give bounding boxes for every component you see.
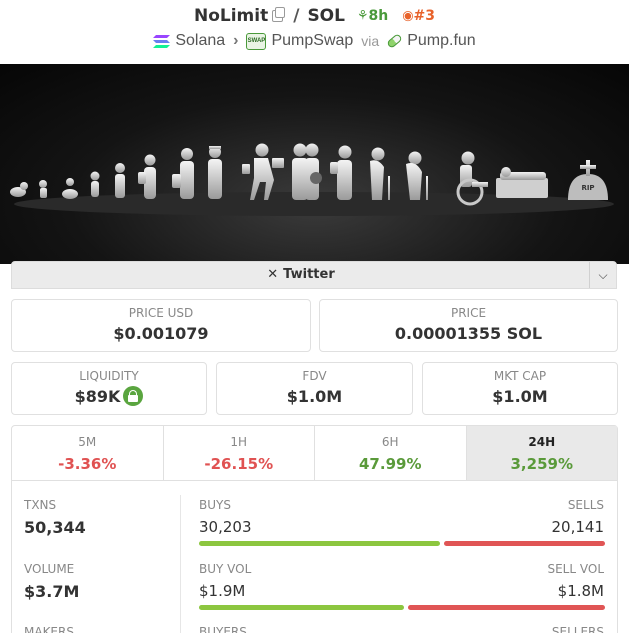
title-row: NoLimit / SOL ⚘8h ◉#3 — [0, 6, 629, 26]
chevron-down-icon[interactable]: ⌵ — [589, 262, 616, 288]
solana-icon — [153, 34, 171, 48]
chevron-right-icon: › — [233, 32, 239, 49]
pair-separator: / — [293, 6, 300, 26]
stats-divider — [180, 495, 181, 633]
price-usd-value: $0.001079 — [113, 324, 209, 343]
timeframe-tabs: 5M -3.36% 1H -26.15% 6H 47.99% 24H 3,259… — [11, 425, 618, 481]
pill-icon — [386, 33, 404, 49]
launchpad-link[interactable]: Pump.fun — [407, 32, 476, 49]
evolution-of-man-artwork: RIP — [10, 143, 614, 216]
sells-bar — [444, 541, 605, 546]
sellers-label: SELLERS — [551, 625, 604, 633]
tombstone-rip-text: RIP — [581, 184, 594, 192]
tab-6h[interactable]: 6H 47.99% — [315, 426, 467, 480]
makers-label: MAKERS — [24, 625, 74, 633]
tab-5m[interactable]: 5M -3.36% — [12, 426, 164, 480]
dex-link[interactable]: PumpSwap — [271, 32, 354, 49]
price-native-label: PRICE — [450, 306, 487, 320]
tab-5m-label: 5M — [78, 435, 97, 449]
price-native-value: 0.00001355 SOL — [394, 324, 543, 343]
buyers-label: BUYERS — [199, 625, 247, 633]
social-links-bar: ✕ Twitter ⌵ — [11, 261, 617, 289]
price-native-box: PRICE 0.00001355 SOL — [319, 299, 618, 352]
chain-row: Solana › SWAP PumpSwap via Pump.fun — [0, 32, 629, 50]
sells-label: SELLS — [567, 498, 604, 512]
volume-value: $3.7M — [24, 582, 80, 601]
via-label: via — [361, 33, 380, 49]
sell-vol-value: $1.8M — [557, 582, 604, 600]
tab-24h[interactable]: 24H 3,259% — [466, 426, 617, 480]
buys-bar — [199, 541, 440, 546]
fire-icon: ◉ — [402, 8, 414, 24]
x-logo-icon: ✕ — [267, 267, 279, 282]
trending-rank[interactable]: #3 — [413, 8, 436, 24]
buy-vol-bar — [199, 605, 404, 610]
txns-label: TXNS — [24, 498, 57, 512]
pair-age: 8h — [368, 8, 389, 24]
tab-24h-label: 24H — [528, 435, 556, 449]
tab-1h-label: 1H — [230, 435, 248, 449]
fdv-label: FDV — [302, 369, 327, 383]
fdv-box: FDV $1.0M — [216, 362, 413, 415]
pair-symbol: SOL — [307, 6, 345, 26]
tab-6h-label: 6H — [381, 435, 399, 449]
tab-1h[interactable]: 1H -26.15% — [164, 426, 315, 480]
buy-vol-value: $1.9M — [199, 582, 246, 600]
tab-24h-change: 3,259% — [510, 455, 573, 473]
mktcap-label: MKT CAP — [493, 369, 547, 383]
liquidity-label: LIQUIDITY — [79, 369, 139, 383]
seedling-icon: ⚘ — [356, 8, 369, 24]
fdv-value: $1.0M — [286, 387, 343, 406]
buy-vol-label: BUY VOL — [199, 562, 252, 576]
token-header: NoLimit / SOL ⚘8h ◉#3 Solana › SWAP PumpSwap v… — [0, 0, 629, 64]
token-name: NoLimit — [193, 6, 269, 26]
tab-1h-change: -26.15% — [204, 455, 274, 473]
volume-label: VOLUME — [24, 562, 75, 576]
tab-5m-change: -3.36% — [58, 455, 117, 473]
tab-6h-change: 47.99% — [359, 455, 422, 473]
price-usd-box: PRICE USD $0.001079 — [11, 299, 311, 352]
pumpswap-icon: SWAP — [246, 32, 267, 50]
sells-value: 20,141 — [551, 518, 605, 536]
trade-stats-panel: TXNS 50,344 BUYS 30,203 SELLS 20,141 VOL… — [11, 481, 618, 633]
copy-icon[interactable] — [272, 7, 286, 22]
twitter-button[interactable]: ✕ Twitter — [12, 262, 590, 288]
token-banner: RIP — [0, 64, 629, 264]
liquidity-value: $89K — [74, 387, 121, 406]
mktcap-value: $1.0M — [492, 387, 548, 406]
txns-value: 50,344 — [24, 518, 86, 537]
chain-link[interactable]: Solana — [175, 32, 226, 49]
mktcap-box: MKT CAP $1.0M — [422, 362, 618, 415]
buys-label: BUYS — [199, 498, 231, 512]
sell-vol-label: SELL VOL — [547, 562, 604, 576]
price-usd-label: PRICE USD — [128, 306, 194, 320]
lock-icon[interactable] — [123, 385, 144, 406]
buys-value: 30,203 — [199, 518, 252, 536]
twitter-label: Twitter — [283, 267, 335, 282]
liquidity-box: LIQUIDITY $89K — [11, 362, 207, 415]
sell-vol-bar — [408, 605, 605, 610]
